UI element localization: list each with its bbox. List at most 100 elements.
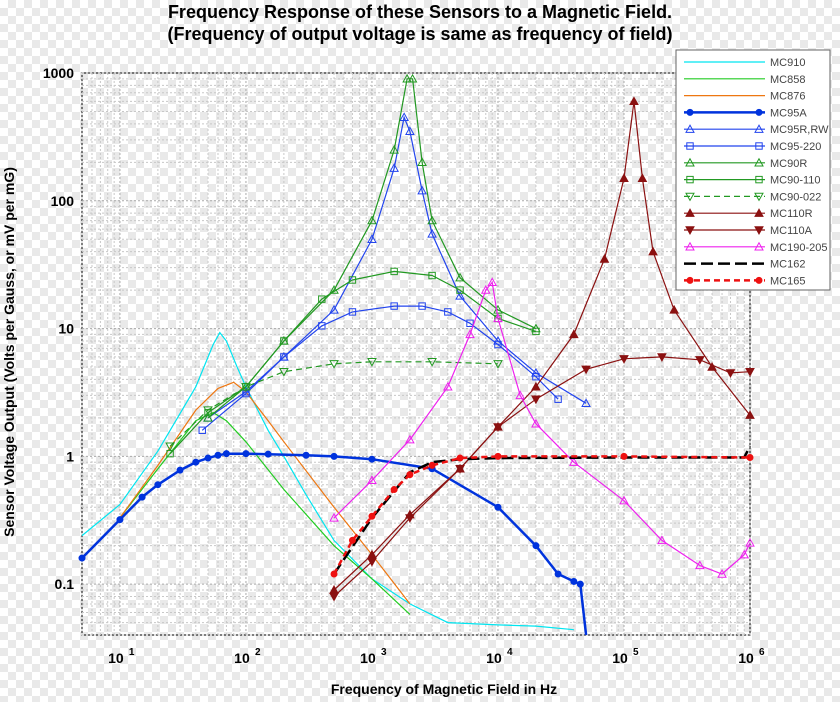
data-point [428, 461, 436, 469]
data-point [417, 157, 427, 167]
data-point [745, 410, 755, 419]
y-tick-label: 100 [51, 193, 75, 209]
x-axis-label: Frequency of Magnetic Field in Hz [331, 681, 557, 697]
legend-label: MC95A [770, 107, 807, 119]
data-point [725, 369, 736, 378]
data-point [405, 434, 415, 444]
data-point [78, 554, 86, 562]
legend-label: MC110R [770, 208, 813, 220]
series-mc90-110 [166, 267, 540, 458]
data-point [637, 173, 648, 182]
data-point [329, 512, 339, 522]
legend-label: MC90R [770, 158, 807, 170]
legend-item: MC165 [684, 275, 805, 287]
data-point [242, 450, 250, 458]
series-mc190-205 [329, 277, 755, 578]
legend-item: MC910 [684, 57, 805, 69]
data-point [348, 536, 356, 544]
data-point [755, 175, 763, 184]
data-point [455, 272, 465, 282]
data-point [367, 475, 377, 484]
data-point [717, 569, 727, 578]
data-point [390, 267, 398, 276]
data-point [367, 549, 377, 559]
data-point [754, 208, 764, 217]
data-point [532, 373, 540, 381]
series-line [332, 455, 751, 575]
data-point [116, 516, 124, 524]
data-point [442, 381, 453, 391]
x-tick-exponent: 6 [759, 647, 765, 658]
x-tick-label: 10 [108, 650, 124, 666]
data-point [686, 276, 694, 284]
data-point [685, 124, 695, 133]
data-point [581, 365, 591, 375]
x-tick-exponent: 3 [381, 647, 387, 658]
series-mc95a [78, 450, 588, 636]
data-point [648, 246, 658, 256]
legend-item: MC162 [684, 259, 805, 271]
data-point [745, 367, 755, 377]
data-point [494, 452, 502, 460]
legend-item: MC90-022 [684, 191, 821, 203]
data-point [493, 423, 503, 432]
data-point [755, 108, 763, 116]
data-point [695, 560, 705, 570]
data-point [657, 353, 667, 362]
legend-item: MC876 [684, 91, 805, 103]
legend-label: MC110A [770, 225, 813, 237]
legend-label: MC910 [770, 57, 805, 69]
data-point [176, 466, 184, 474]
legend-label: MC858 [770, 74, 805, 86]
data-point [568, 457, 579, 466]
y-tick-label: 1 [66, 448, 74, 464]
y-tick-label: 1000 [43, 65, 74, 81]
data-point [389, 163, 399, 172]
data-point [494, 340, 502, 349]
data-point [214, 451, 222, 459]
data-point [417, 185, 427, 195]
data-point [318, 322, 326, 330]
data-point [554, 570, 562, 578]
legend-item: MC110A [684, 225, 813, 237]
data-point [318, 295, 326, 303]
data-point [444, 308, 452, 316]
series-mc858 [119, 411, 411, 615]
data-point [599, 254, 610, 263]
data-point [466, 319, 474, 327]
series-line [333, 356, 751, 597]
data-point [531, 395, 541, 405]
data-point [619, 173, 629, 182]
data-point [685, 192, 695, 202]
data-point [685, 226, 695, 236]
data-point [685, 241, 695, 251]
legend-item: MC90R [684, 157, 807, 170]
axis-ticks: 10 1 10 2 10 3 10 4 10 5 10 6 0.1 1 10 100 1000 [43, 65, 765, 666]
data-point [754, 226, 764, 236]
data-point [619, 355, 629, 364]
data-point [532, 327, 540, 336]
series-line [201, 305, 559, 431]
data-point [746, 453, 754, 461]
data-point [367, 215, 377, 225]
data-point [754, 124, 764, 133]
data-point [329, 592, 339, 602]
x-tick-label: 10 [234, 650, 250, 666]
series-line [169, 270, 537, 455]
data-point [165, 442, 175, 452]
data-point [515, 390, 526, 400]
data-point [568, 329, 579, 339]
series-layer [78, 73, 755, 636]
data-point [198, 426, 206, 434]
series-mc165 [330, 452, 754, 578]
series-line [207, 115, 587, 419]
legend-label: MC90-110 [770, 175, 821, 187]
data-point [685, 208, 695, 217]
data-point [203, 406, 213, 416]
x-tick-exponent: 5 [633, 647, 639, 658]
legend-label: MC95R,RW [770, 124, 829, 136]
data-point [755, 276, 763, 284]
x-tick-label: 10 [486, 650, 502, 666]
data-point [405, 126, 415, 135]
